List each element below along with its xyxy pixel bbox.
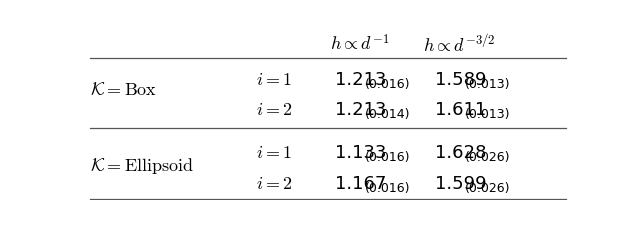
Text: (0.026): (0.026) [465, 151, 510, 164]
Text: $h \propto d^{-1}$: $h \propto d^{-1}$ [330, 34, 390, 55]
Text: (0.026): (0.026) [465, 182, 510, 195]
Text: 1.611: 1.611 [435, 101, 486, 119]
Text: 1.213: 1.213 [335, 101, 387, 119]
Text: (0.014): (0.014) [365, 108, 411, 121]
Text: 1.589: 1.589 [435, 71, 486, 89]
Text: $\mathcal{K} = \mathrm{Ellipsoid}$: $\mathcal{K} = \mathrm{Ellipsoid}$ [90, 156, 194, 176]
Text: (0.016): (0.016) [365, 182, 411, 195]
Text: $i = 1$: $i = 1$ [256, 144, 292, 162]
Text: 1.133: 1.133 [335, 144, 387, 162]
Text: 1.599: 1.599 [435, 175, 486, 193]
Text: (0.013): (0.013) [465, 78, 510, 91]
Text: $i = 2$: $i = 2$ [256, 175, 292, 193]
Text: 1.628: 1.628 [435, 144, 486, 162]
Text: $i = 2$: $i = 2$ [256, 101, 292, 119]
Text: (0.013): (0.013) [465, 108, 510, 121]
Text: $i = 1$: $i = 1$ [256, 71, 292, 89]
Text: $h \propto d^{-3/2}$: $h \propto d^{-3/2}$ [423, 33, 496, 56]
Text: 1.213: 1.213 [335, 71, 387, 89]
Text: (0.016): (0.016) [365, 151, 411, 164]
Text: 1.167: 1.167 [335, 175, 387, 193]
Text: (0.016): (0.016) [365, 78, 411, 91]
Text: $\mathcal{K} = \mathrm{Box}$: $\mathcal{K} = \mathrm{Box}$ [90, 81, 157, 99]
